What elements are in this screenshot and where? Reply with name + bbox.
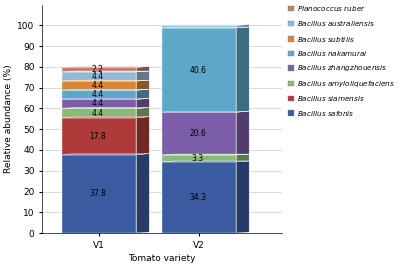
Text: 4.4: 4.4 — [92, 99, 104, 108]
Bar — [62, 90, 136, 99]
Bar — [62, 81, 136, 90]
Polygon shape — [136, 71, 149, 81]
Polygon shape — [236, 161, 249, 233]
Bar — [62, 99, 136, 108]
Polygon shape — [62, 80, 149, 81]
Polygon shape — [236, 27, 249, 112]
Text: 3.3: 3.3 — [192, 154, 204, 163]
Text: 2.2: 2.2 — [92, 65, 104, 74]
Polygon shape — [236, 154, 249, 162]
Text: 4.4: 4.4 — [92, 72, 104, 81]
Polygon shape — [62, 154, 149, 155]
X-axis label: Tomato variety: Tomato variety — [128, 254, 196, 263]
Polygon shape — [136, 154, 149, 233]
Polygon shape — [136, 99, 149, 108]
Text: 4.4: 4.4 — [92, 81, 104, 90]
Bar — [162, 162, 236, 233]
Bar — [62, 67, 136, 72]
Polygon shape — [162, 27, 249, 28]
Polygon shape — [62, 89, 149, 90]
Polygon shape — [162, 161, 249, 162]
Polygon shape — [236, 25, 249, 28]
Polygon shape — [136, 80, 149, 90]
Legend: $\it{Planococcus\ ruber}$, $\it{Bacillus\ australiensis}$, $\it{Bacillus\ subtil: $\it{Planococcus\ ruber}$, $\it{Bacillus… — [288, 4, 395, 118]
Bar — [62, 117, 136, 155]
Text: 17.8: 17.8 — [90, 132, 106, 141]
Bar — [162, 25, 236, 28]
Bar — [62, 72, 136, 81]
Polygon shape — [136, 108, 149, 117]
Text: 20.6: 20.6 — [189, 129, 206, 138]
Y-axis label: Relative abundance (%): Relative abundance (%) — [4, 65, 13, 173]
Text: 4.4: 4.4 — [92, 90, 104, 99]
Text: 37.8: 37.8 — [90, 189, 106, 198]
Text: 4.4: 4.4 — [92, 108, 104, 117]
Polygon shape — [136, 117, 149, 155]
Polygon shape — [62, 66, 149, 67]
Polygon shape — [236, 111, 249, 155]
Text: 40.6: 40.6 — [189, 66, 206, 74]
Bar — [162, 155, 236, 162]
Bar — [62, 155, 136, 233]
Polygon shape — [62, 71, 149, 72]
Polygon shape — [136, 89, 149, 99]
Bar — [162, 112, 236, 155]
Polygon shape — [136, 66, 149, 72]
Polygon shape — [162, 111, 249, 112]
Bar — [62, 108, 136, 117]
Text: 34.3: 34.3 — [189, 193, 206, 202]
Bar — [162, 28, 236, 112]
Polygon shape — [162, 154, 249, 155]
